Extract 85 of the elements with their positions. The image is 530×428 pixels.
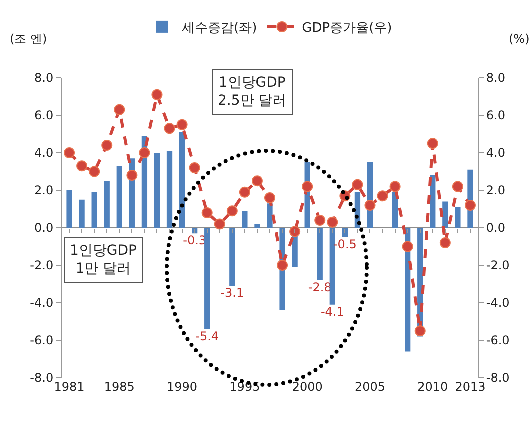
point [352, 179, 364, 190]
y-tick-label: -4.0 [30, 296, 54, 310]
bar [242, 211, 248, 228]
y2-tick-label: 4.0 [486, 146, 506, 160]
y2-tick-label: -6.0 [486, 334, 510, 348]
point [89, 166, 100, 178]
point [139, 148, 150, 158]
x-tick-label: 2000 [292, 380, 323, 394]
x-tick-label: 1985 [104, 380, 135, 394]
y2-axis-title: (%) [509, 32, 530, 46]
y-tick-label: 6.0 [34, 108, 54, 123]
point [290, 226, 301, 238]
point [76, 160, 88, 172]
y2-tick-label: 8.0 [486, 71, 506, 86]
point [402, 241, 414, 252]
point [252, 176, 263, 187]
x-tick-label: 2005 [354, 380, 386, 394]
data-label: -5.4 [196, 329, 220, 344]
point [427, 138, 438, 150]
y-axis-title: (조 엔) [10, 32, 48, 46]
point [377, 190, 388, 202]
point [152, 89, 163, 100]
bar [430, 176, 436, 228]
y2-tick-label: -4.0 [486, 296, 510, 310]
x-tick-label: 2010 [418, 380, 448, 394]
point [164, 123, 176, 134]
legend-label: 세수증감(좌) [182, 21, 258, 36]
bar [230, 228, 236, 286]
y-tick-label: 2.0 [34, 184, 54, 198]
bar [79, 200, 85, 228]
point [414, 326, 426, 337]
bar [254, 224, 260, 228]
y-tick-label: -8.0 [30, 371, 54, 386]
y-tick-label: 0.0 [34, 221, 54, 236]
data-label: -3.1 [220, 286, 244, 300]
y2-tick-label: 0.0 [486, 221, 506, 236]
bar [442, 202, 448, 228]
point [114, 104, 126, 116]
point [264, 192, 276, 204]
x-tick-label: 1981 [54, 380, 85, 394]
point [64, 148, 76, 158]
bar [342, 228, 348, 238]
point [364, 200, 376, 211]
bar [66, 190, 72, 228]
y2-tick-label: -2.0 [486, 258, 510, 273]
point [202, 208, 213, 218]
annotation: 1인당GDP 1만 달러 [70, 243, 137, 278]
point [102, 140, 113, 151]
point [390, 181, 401, 192]
annotation: 1인당GDP 2.5만 달러 [218, 75, 287, 110]
y2-tick-label: 2.0 [486, 184, 506, 198]
point [226, 206, 238, 217]
bar [179, 132, 186, 228]
point [464, 200, 476, 211]
y-tick-label: -2.0 [30, 258, 54, 273]
y-tick-label: 4.0 [34, 146, 54, 160]
bar [166, 151, 173, 228]
bar [104, 181, 110, 228]
y-tick-label: 8.0 [34, 71, 54, 86]
point [176, 119, 188, 130]
legend-label: GDP증가율(우) [302, 21, 392, 36]
point [189, 162, 200, 174]
point [214, 218, 226, 230]
bar [455, 207, 461, 228]
point [302, 181, 314, 192]
bar [267, 204, 273, 228]
point [327, 216, 338, 228]
data-label: -4.1 [320, 304, 344, 319]
point [314, 215, 326, 226]
point [440, 238, 451, 248]
bar [204, 228, 210, 330]
point [277, 260, 288, 271]
x-tick-label: 1990 [167, 380, 198, 394]
y2-tick-label: -8.0 [486, 371, 510, 386]
bar [330, 228, 336, 305]
x-tick-label: 2013 [455, 380, 486, 394]
bar [317, 228, 323, 280]
point [126, 170, 138, 181]
y-tick-label: -6.0 [30, 334, 54, 348]
point [452, 181, 464, 192]
bar [92, 192, 98, 228]
bar [154, 153, 160, 228]
y2-tick-label: 6.0 [486, 108, 506, 123]
point [239, 186, 250, 198]
bar [116, 166, 122, 228]
